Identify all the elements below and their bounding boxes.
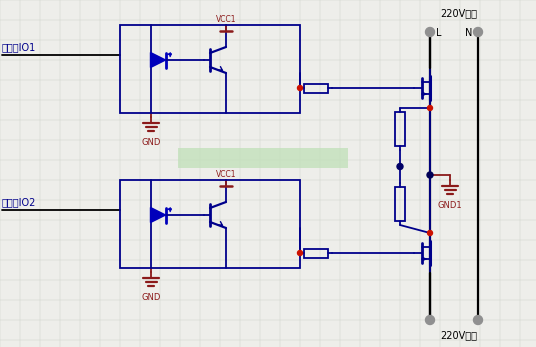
Text: GND: GND	[142, 293, 161, 302]
Circle shape	[473, 315, 482, 324]
Circle shape	[426, 315, 435, 324]
Circle shape	[297, 85, 302, 91]
Bar	[304, 84, 328, 93]
Text: 220V输入: 220V输入	[441, 8, 478, 18]
Circle shape	[426, 27, 435, 36]
Bar	[395, 112, 405, 146]
Circle shape	[428, 230, 433, 236]
Text: L: L	[436, 28, 442, 38]
Circle shape	[297, 251, 302, 255]
Text: VCC1: VCC1	[216, 170, 236, 179]
Text: N: N	[465, 28, 472, 38]
Bar	[120, 25, 300, 113]
Polygon shape	[151, 52, 166, 68]
Circle shape	[428, 105, 433, 110]
Circle shape	[397, 163, 403, 169]
Circle shape	[427, 172, 433, 178]
Bar	[304, 248, 328, 257]
Bar	[178, 148, 348, 168]
Text: 220V输出: 220V输出	[441, 330, 478, 340]
Text: 单片机IO1: 单片机IO1	[2, 42, 36, 52]
Text: GND: GND	[142, 138, 161, 147]
Circle shape	[473, 27, 482, 36]
Text: 单片机IO2: 单片机IO2	[2, 197, 36, 207]
Text: GND1: GND1	[438, 201, 463, 210]
Bar	[120, 180, 300, 268]
Text: VCC1: VCC1	[216, 15, 236, 24]
Polygon shape	[151, 208, 166, 222]
Bar	[395, 187, 405, 221]
